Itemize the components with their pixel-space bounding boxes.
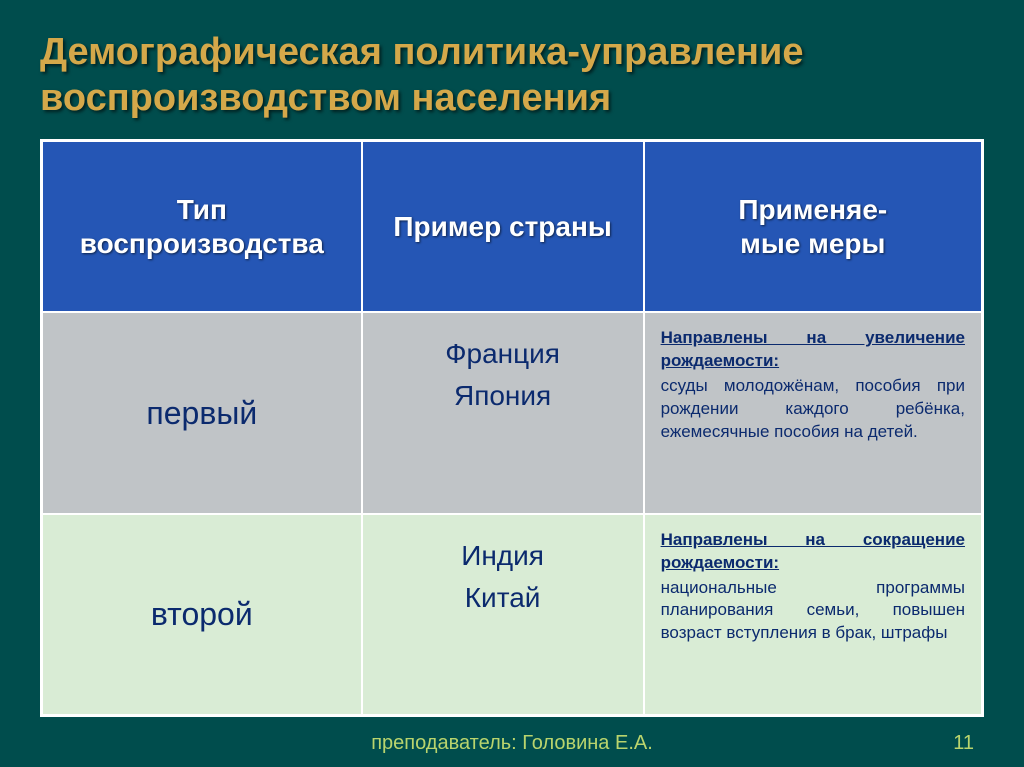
cell-type-1: первый: [42, 312, 362, 513]
measures-body-1: ссуды молодожёнам, пособия при рождении …: [661, 375, 965, 444]
slide-container: Демографическая политика-управление восп…: [0, 0, 1024, 767]
footer-teacher: преподаватель: Головина Е.А.: [0, 732, 1024, 755]
measures-heading-1: Направлены на увеличение рождаемости:: [661, 327, 965, 373]
cell-type-2: второй: [42, 514, 362, 715]
table-row: первый Франция Япония Направлены на увел…: [42, 312, 982, 513]
country-1a: Франция: [445, 333, 560, 375]
header-measures-line1: Применяе-: [738, 193, 887, 227]
cell-country-1: Франция Япония: [362, 312, 644, 513]
country-2b: Китай: [465, 577, 541, 619]
cell-country-2: Индия Китай: [362, 514, 644, 715]
page-number: 11: [953, 732, 974, 755]
header-type: Тип воспроизводства: [42, 141, 362, 312]
cell-measures-1: Направлены на увеличение рождаемости: сс…: [644, 312, 982, 513]
slide-title: Демографическая политика-управление восп…: [40, 30, 984, 121]
table-header-row: Тип воспроизводства Пример страны Примен…: [42, 141, 982, 312]
country-2a: Индия: [461, 535, 544, 577]
cell-measures-2: Направлены на сокращение рождаемости: на…: [644, 514, 982, 715]
header-country: Пример страны: [362, 141, 644, 312]
demographics-table: Тип воспроизводства Пример страны Примен…: [40, 139, 984, 717]
table-row: второй Индия Китай Направлены на сокраще…: [42, 514, 982, 715]
measures-body-2: национальные программы планирования семь…: [661, 577, 965, 646]
country-1b: Япония: [454, 375, 551, 417]
measures-heading-2: Направлены на сокращение рождаемости:: [661, 529, 965, 575]
header-measures-line2: мые меры: [740, 227, 885, 261]
header-measures: Применяе- мые меры: [644, 141, 982, 312]
